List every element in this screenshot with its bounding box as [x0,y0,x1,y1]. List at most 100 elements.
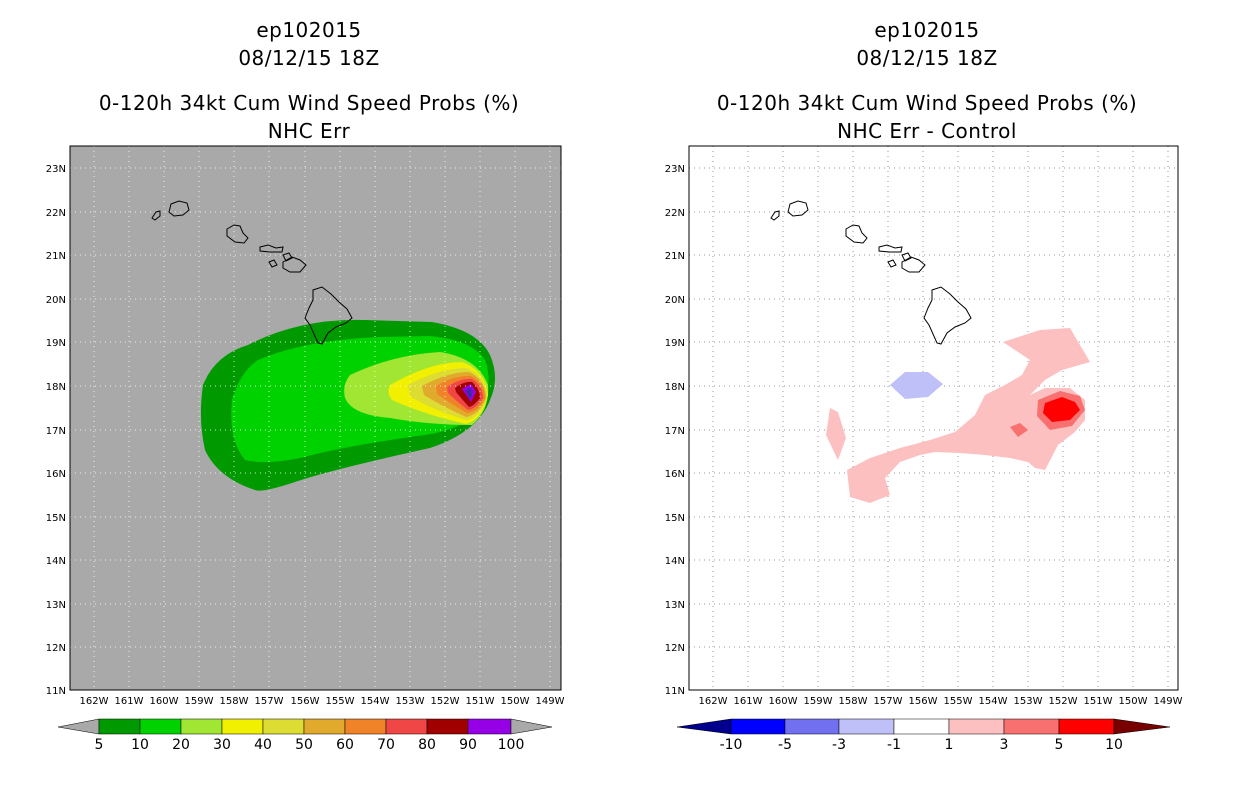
lat-label: 20N [46,295,66,306]
lon-label: 155W [944,696,973,707]
colorbar-low-arrow [676,718,732,735]
left-datetime: 08/12/15 18Z [238,46,380,70]
colorbar-swatch [303,718,346,735]
difference-contours [826,328,1090,503]
left-map-panel: 23N 22N 21N 20N 19N 18N 17N 16N 15N 14N … [46,145,565,753]
right-lon-ticks: 162W 161W 160W 159W 158W 157W 156W 155W … [699,696,1183,707]
colorbar-label: 100 [498,737,525,753]
right-map-panel: 23N 22N 21N 20N 19N 18N 17N 16N 15N 14N … [665,145,1183,753]
lat-label: 11N [665,686,685,697]
colorbar-low-arrow [57,718,100,735]
lat-label: 16N [665,469,685,480]
lon-label: 151W [466,696,495,707]
lon-label: 160W [769,696,798,707]
colorbar-label: 40 [254,737,272,753]
left-storm-id: ep102015 [256,18,362,42]
lon-label: 159W [804,696,833,707]
colorbar-label: 5 [1055,737,1064,753]
colorbar-label: 70 [377,737,395,753]
lat-label: 19N [665,338,685,349]
colorbar-high-arrow [1113,718,1171,735]
lon-label: 159W [185,696,214,707]
colorbar-swatch [139,718,182,735]
lat-label: 17N [665,426,685,437]
lat-label: 23N [46,164,66,175]
lat-label: 13N [46,600,66,611]
colorbar-label: -5 [778,737,792,753]
lat-label: 18N [46,382,66,393]
colorbar-swatch [893,718,950,735]
colorbar-swatch [784,718,840,735]
colorbar-label: 90 [459,737,477,753]
right-gridlines [689,146,1178,690]
lat-label: 16N [46,469,66,480]
colorbar-swatch [180,718,223,735]
lat-label: 13N [665,600,685,611]
diff-contour-pos-1b [826,408,846,460]
lon-label: 157W [255,696,284,707]
left-lat-ticks: 23N 22N 21N 20N 19N 18N 17N 16N 15N 14N … [46,164,66,697]
lat-label: 20N [665,295,685,306]
lat-label: 19N [46,338,66,349]
lat-label: 14N [46,556,66,567]
lon-label: 152W [431,696,460,707]
colorbar-swatch [730,718,786,735]
colorbar-label: -3 [832,737,846,753]
lon-label: 152W [1049,696,1078,707]
colorbar-swatch [385,718,428,735]
left-title: 0-120h 34kt Cum Wind Speed Probs (%) [98,91,520,115]
colorbar-swatch [1003,718,1060,735]
left-subtitle: NHC Err [267,119,351,143]
lat-label: 23N [665,164,685,175]
colorbar-label: 20 [172,737,190,753]
lat-label: 22N [46,208,66,219]
lat-label: 15N [665,513,685,524]
colorbar-label: 10 [131,737,149,753]
colorbar-swatch [344,718,387,735]
colorbar-label: 1 [945,737,954,753]
lon-label: 156W [291,696,320,707]
lon-label: 151W [1084,696,1113,707]
lon-label: 154W [979,696,1008,707]
lon-label: 149W [1154,696,1183,707]
lon-label: 150W [501,696,530,707]
diff-contour-pos-5 [1043,397,1080,422]
prob-contour-100 [466,388,472,398]
lon-label: 153W [396,696,425,707]
lon-label: 157W [874,696,903,707]
colorbar-swatch [948,718,1005,735]
lat-label: 11N [46,686,66,697]
lon-label: 162W [80,696,109,707]
colorbar-swatch [1058,718,1115,735]
lat-label: 15N [46,513,66,524]
colorbar-swatch [426,718,469,735]
right-title: 0-120h 34kt Cum Wind Speed Probs (%) [716,91,1138,115]
colorbar-high-arrow [510,718,553,735]
probability-contours [200,319,495,491]
colorbar-label: 60 [336,737,354,753]
left-lon-ticks: 162W 161W 160W 159W 158W 157W 156W 155W … [80,696,565,707]
lon-label: 161W [115,696,144,707]
colorbar-label: 5 [95,737,104,753]
left-gridlines [70,146,561,690]
lon-label: 156W [909,696,938,707]
lat-label: 17N [46,426,66,437]
colorbar-swatch [838,718,895,735]
diff-contour-neg-1 [890,372,943,399]
colorbar-label: 10 [1105,737,1123,753]
right-subtitle: NHC Err - Control [837,119,1017,143]
lon-label: 154W [361,696,390,707]
lon-label: 160W [150,696,179,707]
lon-label: 158W [839,696,868,707]
colorbar-label: -10 [720,737,743,753]
right-lat-ticks: 23N 22N 21N 20N 19N 18N 17N 16N 15N 14N … [665,164,685,697]
colorbar-swatch [221,718,264,735]
lon-label: 153W [1014,696,1043,707]
right-storm-id: ep102015 [874,18,980,42]
colorbar-label: 50 [295,737,313,753]
lat-label: 22N [665,208,685,219]
lat-label: 21N [46,251,66,262]
lon-label: 158W [220,696,249,707]
lon-label: 149W [536,696,565,707]
